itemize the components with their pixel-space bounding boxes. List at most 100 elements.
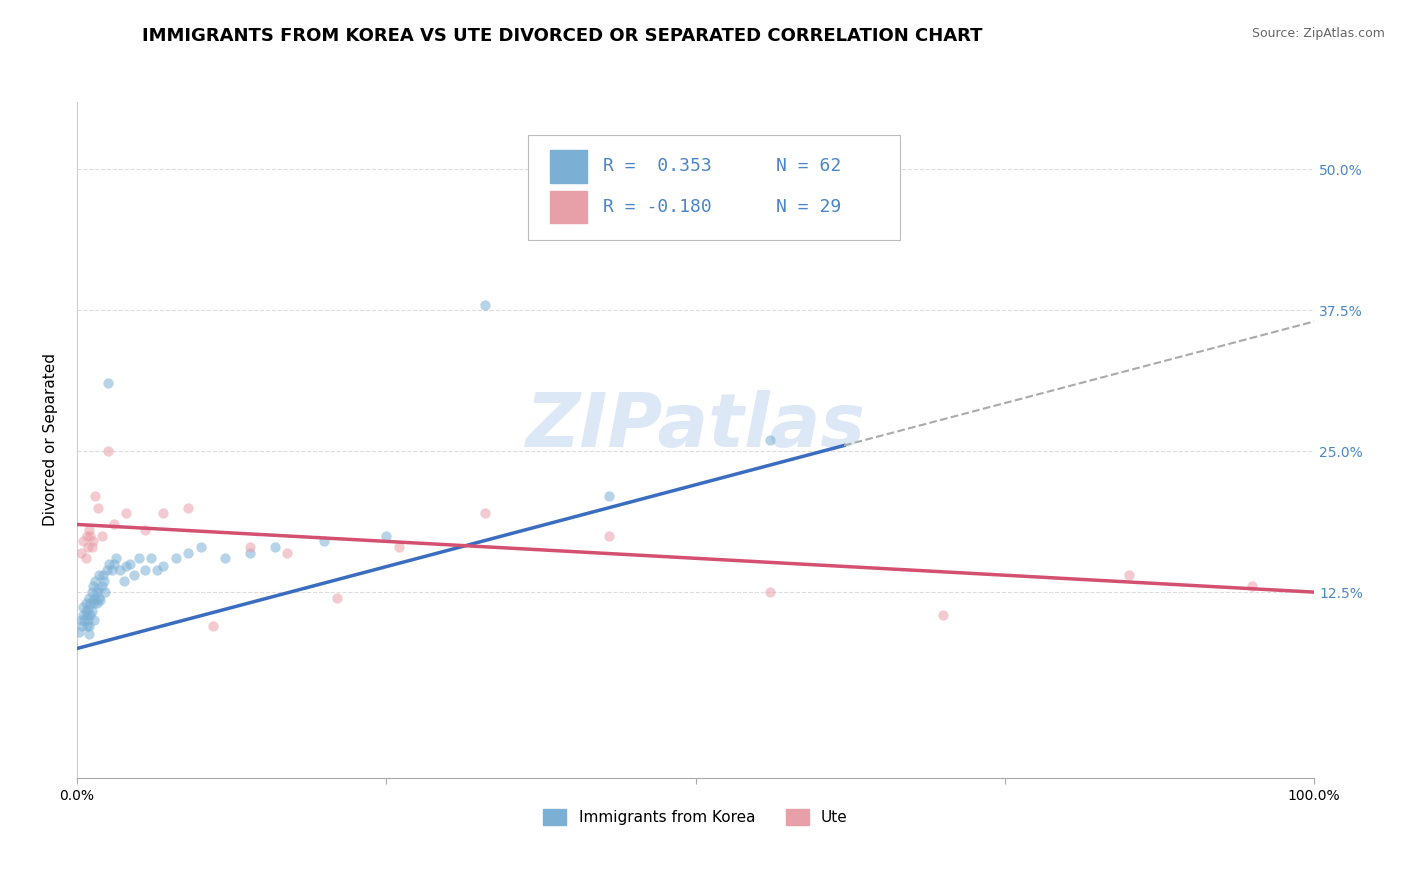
Point bbox=[77, 540, 100, 554]
Point bbox=[77, 613, 100, 627]
Text: R = -0.180: R = -0.180 bbox=[603, 198, 711, 216]
Text: ZIPatlas: ZIPatlas bbox=[526, 390, 866, 463]
Point bbox=[80, 604, 103, 618]
Point bbox=[72, 599, 94, 614]
Point bbox=[90, 529, 112, 543]
Point bbox=[97, 444, 120, 458]
Point bbox=[598, 489, 620, 503]
Point bbox=[120, 557, 142, 571]
Point bbox=[72, 534, 94, 549]
Point bbox=[97, 376, 120, 391]
Point bbox=[67, 624, 90, 639]
Point bbox=[70, 619, 93, 633]
Point bbox=[75, 551, 97, 566]
FancyBboxPatch shape bbox=[529, 136, 900, 240]
Point bbox=[387, 540, 409, 554]
Point bbox=[72, 607, 94, 622]
Point bbox=[87, 500, 110, 515]
Point bbox=[100, 563, 122, 577]
Point bbox=[214, 551, 236, 566]
Text: R =  0.353: R = 0.353 bbox=[603, 158, 711, 176]
Point bbox=[474, 506, 496, 520]
Point bbox=[83, 613, 105, 627]
Point bbox=[103, 557, 125, 571]
Point bbox=[190, 540, 212, 554]
Point bbox=[325, 591, 347, 605]
Point bbox=[103, 517, 125, 532]
Point bbox=[82, 593, 104, 607]
Point bbox=[128, 551, 150, 566]
Point bbox=[89, 591, 111, 605]
Point bbox=[83, 596, 105, 610]
Point bbox=[201, 619, 224, 633]
Point bbox=[86, 596, 108, 610]
Point bbox=[75, 604, 97, 618]
Point bbox=[758, 433, 780, 447]
Point bbox=[932, 607, 955, 622]
Point bbox=[276, 546, 298, 560]
Point bbox=[73, 613, 96, 627]
Point bbox=[134, 523, 156, 537]
Point bbox=[239, 540, 262, 554]
Point bbox=[375, 529, 398, 543]
Point bbox=[1118, 568, 1140, 582]
Point bbox=[82, 580, 104, 594]
Point bbox=[82, 534, 104, 549]
Point bbox=[115, 559, 138, 574]
Point bbox=[152, 559, 174, 574]
Point bbox=[115, 506, 138, 520]
Point bbox=[77, 602, 100, 616]
Point bbox=[77, 591, 100, 605]
Point bbox=[474, 297, 496, 311]
Point bbox=[86, 585, 108, 599]
Point bbox=[112, 574, 135, 588]
Point bbox=[90, 580, 112, 594]
Point bbox=[80, 540, 103, 554]
Point bbox=[105, 551, 128, 566]
Point bbox=[122, 568, 145, 582]
Point bbox=[152, 506, 174, 520]
Point bbox=[239, 546, 262, 560]
Point bbox=[177, 500, 200, 515]
Point bbox=[146, 563, 169, 577]
Point bbox=[77, 619, 100, 633]
Point bbox=[89, 568, 111, 582]
Point bbox=[758, 585, 780, 599]
Point bbox=[84, 489, 107, 503]
Legend: Immigrants from Korea, Ute: Immigrants from Korea, Ute bbox=[537, 804, 853, 831]
Point bbox=[84, 574, 107, 588]
Point bbox=[94, 585, 117, 599]
Point bbox=[98, 557, 121, 571]
Point bbox=[87, 582, 110, 596]
Point bbox=[69, 613, 91, 627]
Point bbox=[79, 607, 101, 622]
Text: Source: ZipAtlas.com: Source: ZipAtlas.com bbox=[1251, 27, 1385, 40]
Point bbox=[79, 529, 101, 543]
Point bbox=[108, 563, 131, 577]
Point bbox=[80, 585, 103, 599]
Point bbox=[139, 551, 162, 566]
Point bbox=[263, 540, 285, 554]
Text: N = 62: N = 62 bbox=[776, 158, 841, 176]
Bar bbox=[550, 191, 586, 223]
Bar bbox=[550, 150, 586, 183]
Point bbox=[76, 529, 98, 543]
Point bbox=[1241, 580, 1264, 594]
Point bbox=[69, 546, 91, 560]
Point bbox=[77, 523, 100, 537]
Point bbox=[77, 627, 100, 641]
Y-axis label: Divorced or Separated: Divorced or Separated bbox=[44, 353, 58, 526]
Point bbox=[84, 591, 107, 605]
Point bbox=[79, 596, 101, 610]
Point bbox=[91, 568, 114, 582]
Point bbox=[89, 593, 111, 607]
Point bbox=[165, 551, 187, 566]
Text: IMMIGRANTS FROM KOREA VS UTE DIVORCED OR SEPARATED CORRELATION CHART: IMMIGRANTS FROM KOREA VS UTE DIVORCED OR… bbox=[142, 27, 983, 45]
Point bbox=[598, 529, 620, 543]
Point bbox=[75, 596, 97, 610]
Point bbox=[96, 563, 118, 577]
Point bbox=[76, 619, 98, 633]
Point bbox=[76, 607, 98, 622]
Text: N = 29: N = 29 bbox=[776, 198, 841, 216]
Point bbox=[93, 574, 115, 588]
